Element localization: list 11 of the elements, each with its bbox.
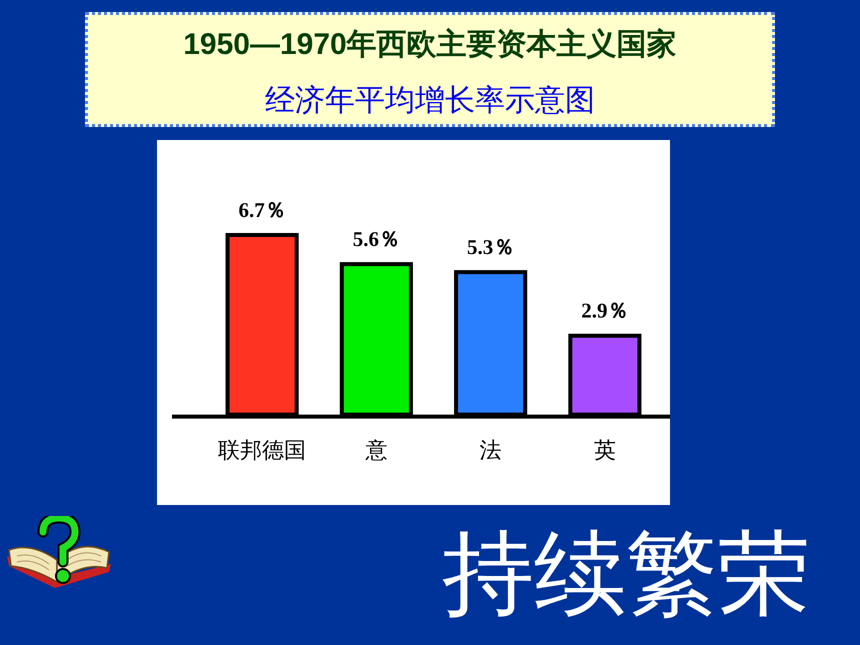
data-label: 5.3％ [467,235,514,260]
x-tick-label: 联邦德国 [218,438,306,463]
data-label: 2.9％ [581,298,628,323]
x-tick-label: 英 [594,438,616,463]
x-tick-label: 法 [480,438,502,463]
data-label: 6.7％ [238,198,286,222]
chart-title: 1950—1970年西欧主要资本主义国家 [182,27,678,63]
text: 持续繁荣 [442,522,810,626]
data-label: 5.6％ [352,227,400,252]
x-tick-label: 意 [364,438,388,463]
chart-subtitle: 经济年平均增长率示意图 [264,83,596,119]
